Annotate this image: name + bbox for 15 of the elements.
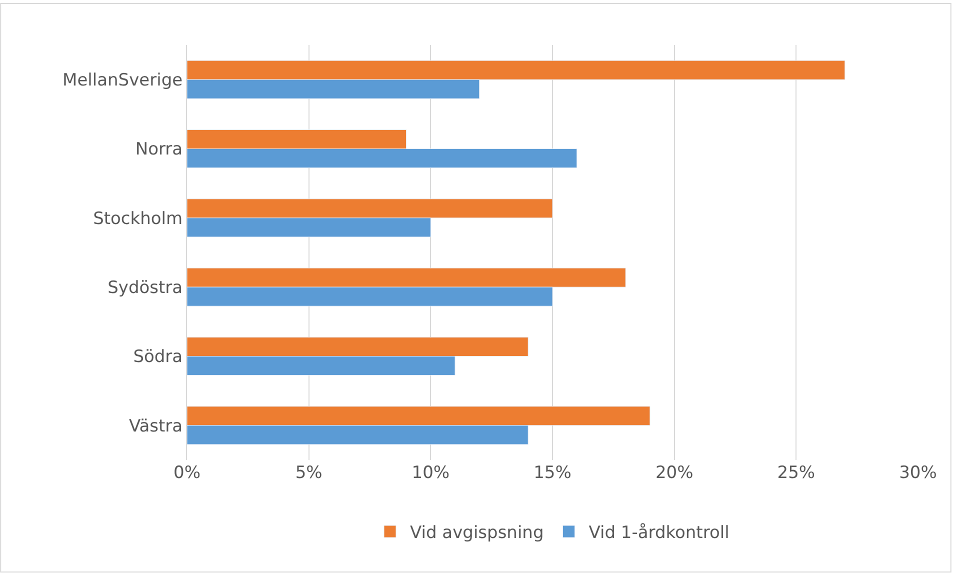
- y-tick-label: Västra: [128, 416, 183, 436]
- x-tick-label: 5%: [295, 463, 322, 483]
- x-tick-label: 0%: [174, 463, 200, 483]
- x-tick-label: 25%: [777, 463, 816, 483]
- legend-label: Vid avgispsning: [410, 523, 544, 544]
- y-tick-label: Norra: [135, 140, 183, 160]
- legend-label: Vid 1-årdkontroll: [588, 523, 730, 544]
- y-tick-label: Södra: [133, 347, 183, 368]
- x-tick-label: 10%: [412, 463, 450, 483]
- y-tick-label: Sydöstra: [108, 278, 183, 298]
- y-tick-label: MellanSverige: [62, 70, 183, 91]
- x-tick-label: 20%: [655, 463, 694, 483]
- x-tick-label: 30%: [899, 463, 937, 483]
- y-tick-label: Stockholm: [93, 208, 183, 229]
- x-tick-label: 15%: [534, 463, 572, 483]
